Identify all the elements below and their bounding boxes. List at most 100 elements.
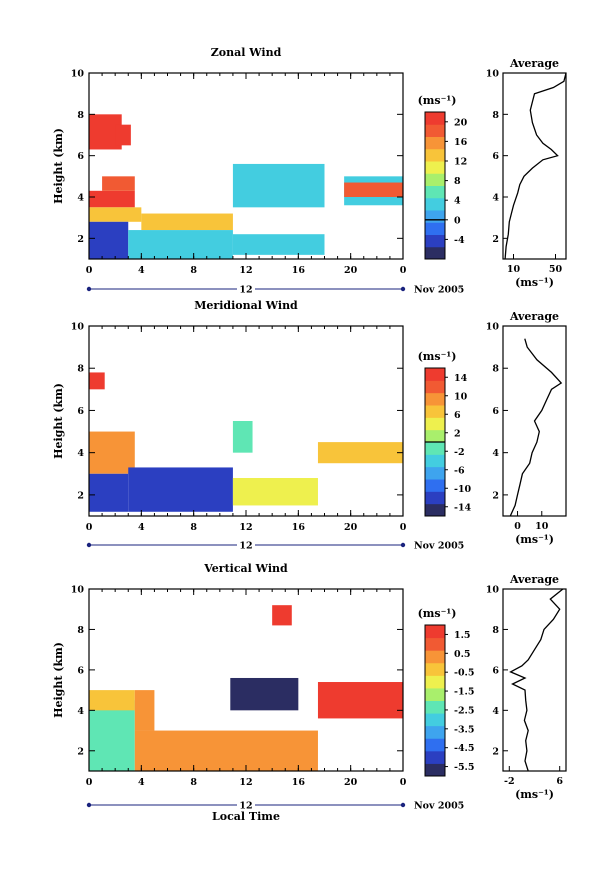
x-tick-label: 0: [86, 522, 93, 533]
x-tick-label: 0: [86, 265, 93, 276]
y-tick-label: 8: [77, 110, 84, 121]
profile-line: [509, 588, 564, 772]
profile-y-tick-label: 4: [492, 448, 499, 459]
y-tick-label: 6: [77, 151, 84, 162]
heatmap-cell: [128, 467, 233, 512]
colorbar-swatch: [425, 738, 445, 752]
colorbar-tick-label: -1.5: [454, 687, 474, 698]
y-axis-label: Height (km): [52, 128, 65, 204]
panel-title: Meridional Wind: [194, 299, 298, 312]
heatmap-cell: [232, 478, 318, 506]
heatmap-cell: [232, 421, 253, 453]
colorbar-label: (ms⁻¹): [418, 94, 457, 107]
colorbar-tick-label: -4.5: [454, 743, 474, 754]
heatmap-cell: [128, 230, 233, 259]
y-tick-label: 8: [77, 364, 84, 375]
profile-y-tick-label: 8: [492, 625, 499, 636]
profile-y-tick-label: 2: [492, 746, 499, 757]
colorbar-swatch: [425, 725, 445, 739]
colorbar-tick-label: -5.5: [454, 762, 474, 773]
colorbar-swatch: [425, 246, 445, 260]
x-tick-label: 0: [86, 777, 93, 788]
profile-x-tick-label: 50: [549, 264, 563, 275]
y-tick-label: 2: [77, 490, 84, 501]
colorbar-tick-label: 12: [454, 157, 467, 168]
x-tick-label: 0: [400, 522, 407, 533]
colorbar-swatch: [425, 368, 445, 381]
colorbar-swatch: [425, 662, 445, 676]
profile-x-label: (ms⁻¹): [515, 533, 554, 546]
colorbar-tick-label: 0.5: [454, 649, 471, 660]
colorbar-swatch: [425, 124, 445, 137]
y-tick-label: 4: [77, 193, 84, 204]
colorbar-tick-label: 6: [454, 410, 461, 421]
colorbar-swatch: [425, 185, 445, 199]
heatmap-cell: [272, 605, 292, 626]
colorbar-frame: [424, 111, 446, 260]
colorbar-swatch: [425, 161, 445, 174]
colorbar-tick-label: 20: [454, 117, 468, 128]
y-tick-label: 10: [71, 322, 85, 333]
colorbar-swatch: [425, 675, 445, 689]
month-label: Nov 2005: [414, 801, 464, 812]
date-label: 12: [239, 285, 252, 296]
profile-frame: [502, 588, 567, 772]
profile-title: Average: [509, 57, 559, 70]
x-tick-label: 8: [190, 522, 197, 533]
x-tick-label: 12: [239, 522, 252, 533]
x-tick-label: 4: [138, 265, 145, 276]
x-tick-label: 0: [400, 265, 407, 276]
heatmap-cell: [134, 690, 155, 731]
y-axis-label: Height (km): [52, 383, 65, 459]
profile-line: [509, 338, 563, 517]
heatmap-cell: [89, 700, 135, 771]
colorbar-swatch: [425, 687, 445, 701]
month-label: Nov 2005: [414, 285, 464, 296]
heatmap-cell: [102, 176, 135, 191]
y-tick-label: 4: [77, 448, 84, 459]
colorbar-tick-label: -14: [454, 502, 472, 513]
x-tick-label: 20: [344, 265, 358, 276]
date-axis-marker: [86, 802, 92, 808]
date-axis-marker: [86, 286, 92, 292]
colorbar-tick-label: 1.5: [454, 630, 471, 641]
colorbar-swatch: [425, 405, 445, 418]
colorbar-frame: [424, 624, 446, 777]
panel-title: Zonal Wind: [211, 46, 282, 59]
date-axis-marker: [400, 802, 406, 808]
date-label-bg: [237, 284, 255, 294]
profile-y-tick-label: 8: [492, 110, 499, 121]
colorbar-swatch: [425, 380, 445, 394]
colorbar-tick-label: -3.5: [454, 724, 474, 735]
heatmap-cell: [89, 473, 129, 512]
colorbar-swatch: [425, 222, 445, 235]
colorbar-swatch: [425, 700, 445, 714]
date-axis-marker: [86, 542, 92, 548]
colorbar-swatch: [425, 210, 445, 223]
profile-title: Average: [509, 310, 559, 323]
colorbar-label: (ms⁻¹): [418, 350, 457, 363]
profile-y-tick-label: 10: [486, 585, 500, 596]
y-tick-label: 10: [71, 585, 85, 596]
colorbar-tick-label: 14: [454, 373, 468, 384]
y-tick-label: 2: [77, 746, 84, 757]
colorbar-swatch: [425, 713, 445, 727]
colorbar-swatch: [425, 466, 445, 480]
profile-y-tick-label: 2: [492, 490, 499, 501]
panel-vertical: Vertical Wind 0 4 8 12 16 20 0 2 4 6 8 10 Height (km)…: [52, 562, 567, 823]
colorbar-swatch: [425, 763, 445, 777]
colorbar-swatch: [425, 479, 445, 492]
colorbar-tick-label: -2: [454, 447, 465, 458]
month-label: Nov 2005: [414, 541, 464, 552]
date-axis-marker: [400, 542, 406, 548]
colorbar-swatch: [425, 234, 445, 248]
profile-y-tick-label: 6: [492, 665, 499, 676]
colorbar-swatch: [425, 429, 445, 443]
y-tick-label: 2: [77, 234, 84, 245]
profile-y-tick-label: 6: [492, 151, 499, 162]
colorbar-swatch: [425, 637, 445, 651]
heatmap-cell: [344, 182, 403, 197]
y-tick-label: 6: [77, 665, 84, 676]
profile-y-tick-label: 4: [492, 193, 499, 204]
